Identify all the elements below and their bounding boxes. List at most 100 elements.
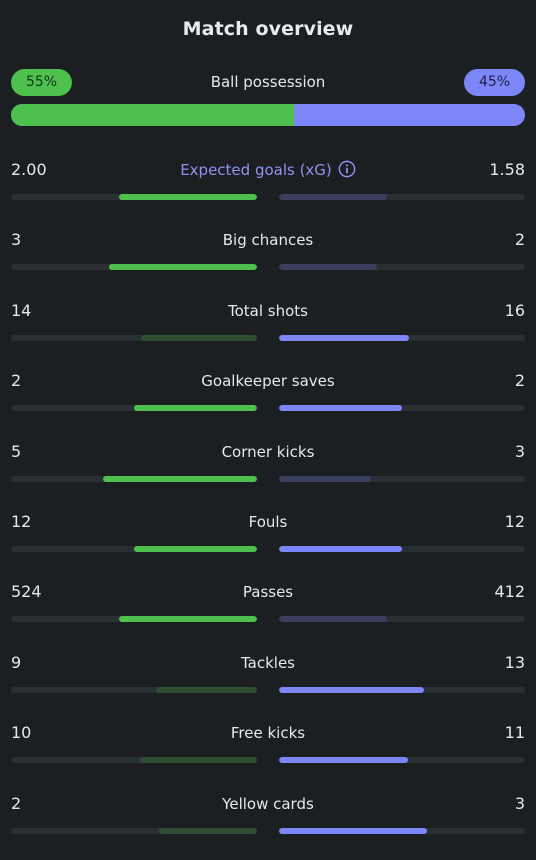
- home-value: 10: [11, 723, 32, 743]
- stat-label-text: Big chances: [222, 231, 314, 250]
- away-bar-fill: [279, 616, 387, 623]
- stat-header: 524 Passes 412: [11, 578, 525, 606]
- home-bar-track: [11, 616, 257, 623]
- home-bar-track: [11, 405, 257, 412]
- away-bar-fill: [279, 475, 371, 482]
- stat-row-expected-goals-xg: 2.00 Expected goals (xG) 1.58: [11, 156, 525, 226]
- stat-row-total-shots: 14 Total shots 16: [11, 297, 525, 367]
- stat-label-text: Fouls: [248, 512, 288, 531]
- home-bar-track: [11, 827, 257, 834]
- stat-bars: [11, 405, 525, 412]
- home-bar-fill: [134, 545, 257, 552]
- away-bar-track: [279, 545, 525, 552]
- stat-label: Free kicks: [11, 719, 525, 747]
- away-bar-fill: [279, 757, 408, 764]
- stat-row-corner-kicks: 5 Corner kicks 3: [11, 438, 525, 508]
- stat-label: Passes: [11, 578, 525, 606]
- away-bar-track: [279, 405, 525, 412]
- stat-label-text: Total shots: [228, 301, 308, 320]
- stat-label[interactable]: Expected goals (xG): [11, 156, 525, 184]
- away-value: 13: [504, 652, 525, 672]
- stat-header: 5 Corner kicks 3: [11, 438, 525, 466]
- stat-label-text: Expected goals (xG): [180, 161, 332, 179]
- stat-header: 3 Big chances 2: [11, 226, 525, 254]
- stat-label-text: Corner kicks: [221, 442, 315, 461]
- home-bar-fill: [156, 686, 257, 693]
- away-value: 1.58: [489, 160, 525, 179]
- home-value: 524: [11, 582, 42, 602]
- stat-label: Yellow cards: [11, 790, 525, 818]
- page-title: Match overview: [182, 18, 354, 40]
- away-value: 412: [494, 582, 525, 602]
- home-bar-track: [11, 475, 257, 482]
- away-bar-fill: [279, 264, 377, 271]
- home-bar-track: [11, 334, 257, 341]
- away-bar-fill: [279, 827, 427, 834]
- away-value: 16: [504, 300, 525, 320]
- home-bar-track: [11, 264, 257, 271]
- stat-label: Corner kicks: [11, 438, 525, 466]
- home-value: 14: [11, 300, 32, 320]
- home-bar-track: [11, 686, 257, 693]
- away-bar-track: [279, 475, 525, 482]
- stat-label: Fouls: [11, 508, 525, 536]
- ball-possession-label: Ball possession: [210, 73, 326, 91]
- stat-header: 9 Tackles 13: [11, 649, 525, 677]
- stat-bars: [11, 334, 525, 341]
- away-bar-fill: [279, 686, 424, 693]
- stat-row-free-kicks: 10 Free kicks 11: [11, 719, 525, 789]
- stat-row-passes: 524 Passes 412: [11, 578, 525, 648]
- stat-label-text: Goalkeeper saves: [201, 372, 335, 391]
- stat-header: 2.00 Expected goals (xG) 1.58: [11, 156, 525, 184]
- away-bar-track: [279, 334, 525, 341]
- ball-possession-row: 55% Ball possession 45%: [11, 69, 525, 96]
- away-value: 2: [514, 371, 525, 391]
- stat-header: 10 Free kicks 11: [11, 719, 525, 747]
- stat-bars: [11, 264, 525, 271]
- away-bar-track: [279, 616, 525, 623]
- home-bar-track: [11, 545, 257, 552]
- stat-header: 12 Fouls 12: [11, 508, 525, 536]
- home-bar-fill: [103, 475, 257, 482]
- away-bar-track: [279, 194, 525, 200]
- stat-label: Tackles: [11, 649, 525, 677]
- home-bar-track: [11, 757, 257, 764]
- stat-bars: [11, 475, 525, 482]
- stat-bars: [11, 757, 525, 764]
- stat-bars: [11, 686, 525, 693]
- stat-label-text: Passes: [242, 583, 294, 602]
- stat-bars: [11, 545, 525, 552]
- home-bar-fill: [159, 827, 257, 834]
- home-bar-fill: [119, 194, 257, 200]
- away-bar-track: [279, 827, 525, 834]
- stat-label: Goalkeeper saves: [11, 367, 525, 395]
- home-bar-fill: [119, 616, 257, 623]
- away-bar-track: [279, 686, 525, 693]
- home-possession-fill: [11, 104, 294, 126]
- stat-label: Big chances: [11, 226, 525, 254]
- home-bar-fill: [109, 264, 257, 271]
- stats-list: 2.00 Expected goals (xG) 1.58 3 Big chances 2…: [11, 156, 525, 860]
- away-value: 3: [514, 793, 525, 813]
- home-bar-fill: [141, 334, 257, 341]
- away-value: 3: [514, 441, 525, 461]
- stat-label: Total shots: [11, 297, 525, 325]
- stat-bars: [11, 827, 525, 834]
- info-icon[interactable]: [338, 160, 356, 178]
- away-bar-fill: [279, 405, 402, 412]
- stat-row-goalkeeper-saves: 2 Goalkeeper saves 2: [11, 367, 525, 437]
- stat-header: 2 Goalkeeper saves 2: [11, 367, 525, 395]
- stat-header: 14 Total shots 16: [11, 297, 525, 325]
- home-possession-badge: 55%: [11, 69, 72, 96]
- away-possession-badge: 45%: [464, 69, 525, 96]
- stat-row-fouls: 12 Fouls 12: [11, 508, 525, 578]
- away-value: 2: [514, 230, 525, 250]
- away-bar-fill: [279, 545, 402, 552]
- home-value: 5: [11, 441, 22, 461]
- ball-possession-bar: [11, 104, 525, 126]
- away-bar-track: [279, 264, 525, 271]
- away-bar-fill: [279, 194, 387, 200]
- home-value: 2: [11, 371, 22, 391]
- home-value: 12: [11, 511, 32, 531]
- stat-row-yellow-cards: 2 Yellow cards 3: [11, 790, 525, 860]
